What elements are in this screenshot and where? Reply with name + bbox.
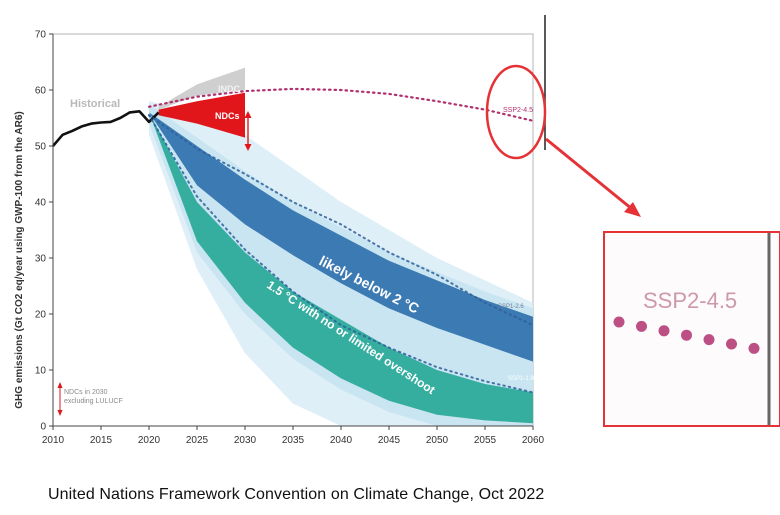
x-tick-label: 2035: [282, 435, 305, 446]
y-tick-label: 30: [35, 254, 47, 265]
indc-label: INDC: [218, 84, 240, 94]
x-tick-label: 2050: [426, 435, 449, 446]
band-15c: [149, 112, 533, 424]
x-tick-label: 2055: [474, 435, 497, 446]
historical-label: Historical: [70, 98, 120, 110]
zoom-dot: [703, 334, 715, 346]
zoom-dot: [613, 316, 625, 328]
indc-band: [158, 67, 245, 110]
y-tick-label: 40: [35, 198, 47, 209]
x-tick-label: 2040: [330, 435, 353, 446]
x-tick-label: 2030: [234, 435, 257, 446]
ndc-note-text: NDCs in 2030 excluding LULUCF: [64, 389, 123, 405]
y-tick-label: 20: [35, 310, 47, 321]
ndc-note-legend: [57, 382, 63, 416]
x-tick-label: 2010: [42, 435, 65, 446]
historical-line: [52, 110, 160, 147]
scenario-bands: [149, 67, 533, 424]
x-tick-label: 2025: [186, 435, 209, 446]
x-tick-label: 2060: [522, 435, 545, 446]
pathway-line-1: [148, 114, 534, 327]
zoom-dot: [681, 329, 692, 341]
ndcs-label: NDCs: [215, 111, 240, 121]
x-tick-label: 2020: [138, 435, 161, 446]
zoom-dot: [726, 338, 737, 350]
callout-arrow: [545, 137, 641, 217]
source-caption: United Nations Framework Convention on C…: [48, 486, 545, 503]
zoom-dot: [658, 325, 670, 337]
ssp119-label: SSP1-1.9: [508, 376, 534, 382]
zoom-inset: SSP2-4.5: [603, 231, 780, 427]
ssp126-label: SSP1-2.6: [498, 304, 524, 310]
zoom-dot: [748, 342, 760, 354]
x-axis-ticks: 2010 2015 2020 2025 2030 2035 2040 2045 2050 2055…: [42, 426, 545, 446]
ndcs-band: [158, 92, 245, 138]
band-2c: [149, 112, 533, 362]
ssp245-label: SSP2-4.5: [503, 107, 533, 114]
x-tick-label: 2015: [90, 435, 113, 446]
callout-circle: [485, 64, 547, 160]
zoom-inset-label: SSP2-4.5: [643, 288, 737, 313]
pathway-line-2: [148, 114, 534, 394]
y-tick-label: 70: [35, 30, 47, 41]
y-tick-label: 50: [35, 142, 47, 153]
y-tick-label: 0: [40, 422, 46, 433]
zoom-dot: [636, 320, 647, 332]
ssp245-line: [147, 87, 535, 122]
y-tick-label: 60: [35, 86, 47, 97]
y-tick-label: 10: [35, 366, 47, 377]
x-tick-label: 2045: [378, 435, 401, 446]
zoom-inset-dots: [613, 316, 760, 354]
ndc-2030-range-marker: [244, 111, 252, 151]
y-axis-ticks: 0 10 20 30 40 50 60 70: [35, 30, 53, 433]
scenario-lines: [52, 87, 535, 394]
y-axis-label: GHG emissions (Gt CO2 eq/year using GWP-…: [14, 111, 25, 408]
